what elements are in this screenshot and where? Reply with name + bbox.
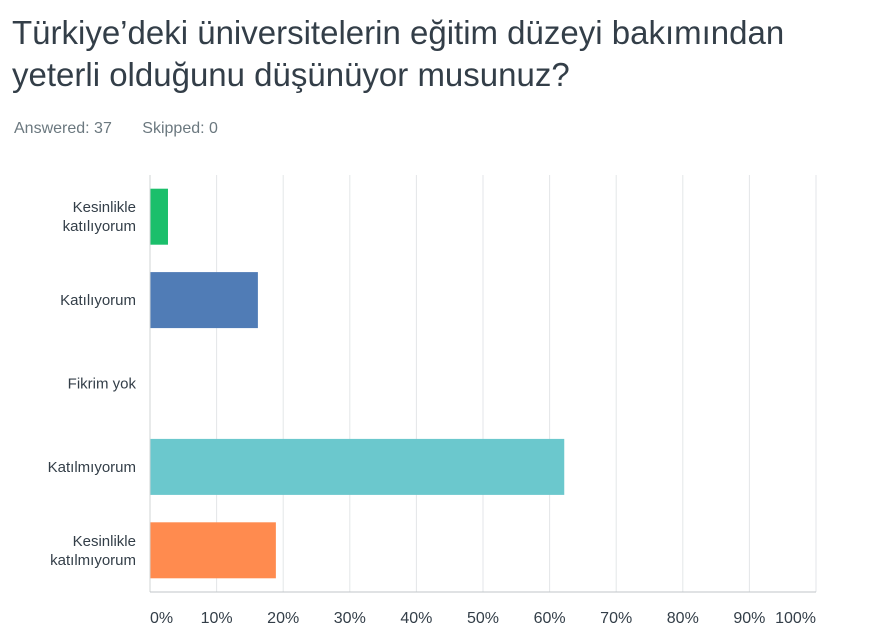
answered-count: Answered: 37	[14, 120, 112, 137]
category-label: Fikrim yok	[68, 376, 137, 393]
bar	[150, 438, 565, 495]
question-title: Türkiye’deki üniversitelerin eğitim düze…	[12, 14, 785, 93]
x-tick-label: 90%	[733, 610, 765, 627]
x-tick-label: 50%	[467, 610, 499, 627]
x-tick-label: 100%	[775, 610, 816, 627]
x-tick-label: 20%	[267, 610, 299, 627]
bar	[150, 272, 258, 329]
category-label: Katılıyorum	[60, 292, 136, 309]
x-tick-label: 30%	[334, 610, 366, 627]
x-tick-label: 0%	[150, 610, 173, 627]
x-tick-label: 10%	[201, 610, 233, 627]
x-tick-label: 40%	[400, 610, 432, 627]
response-stats: Answered: 37 Skipped: 0	[14, 120, 244, 138]
skipped-count: Skipped: 0	[142, 120, 218, 137]
bar	[150, 188, 168, 245]
category-label: katılıyorum	[63, 218, 136, 235]
category-label: Kesinlikle	[73, 199, 136, 216]
bar	[150, 522, 276, 579]
x-tick-label: 60%	[534, 610, 566, 627]
category-label: Kesinlikle	[73, 533, 136, 550]
category-label: katılmıyorum	[50, 552, 136, 569]
category-label: Katılmıyorum	[48, 459, 136, 476]
x-tick-label: 80%	[667, 610, 699, 627]
x-tick-label: 70%	[600, 610, 632, 627]
